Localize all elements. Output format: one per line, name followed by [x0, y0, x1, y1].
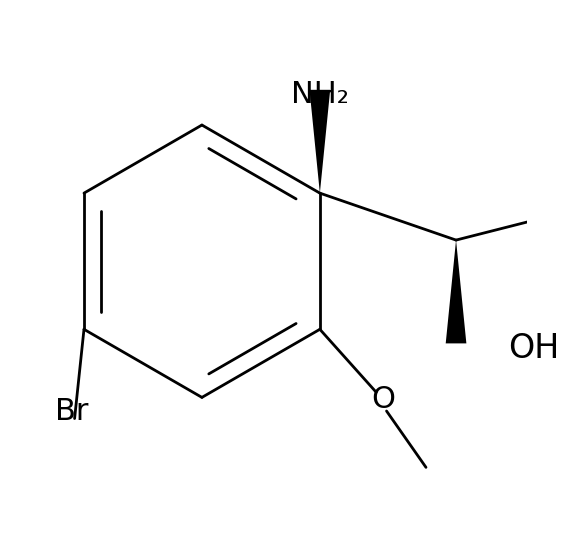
Text: OH: OH	[508, 332, 559, 365]
Text: Br: Br	[55, 397, 89, 426]
Text: O: O	[372, 385, 396, 414]
Polygon shape	[310, 90, 330, 193]
Polygon shape	[445, 240, 466, 343]
Text: NH₂: NH₂	[291, 81, 349, 109]
